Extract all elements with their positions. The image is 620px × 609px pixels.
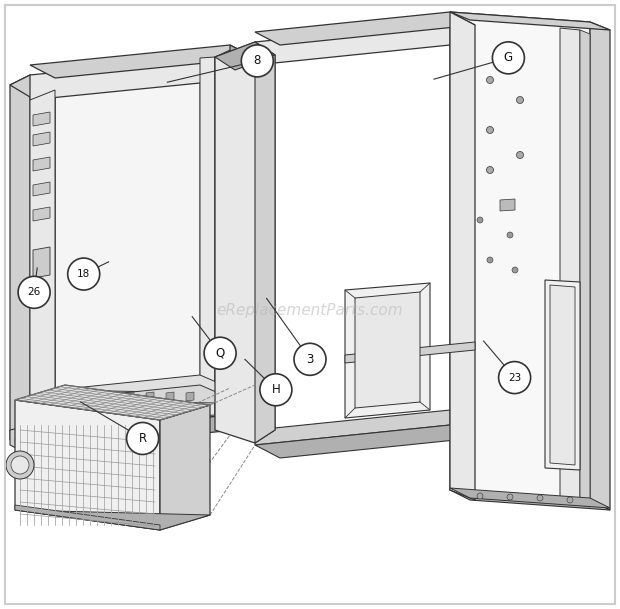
- Polygon shape: [10, 75, 30, 440]
- Circle shape: [32, 437, 38, 443]
- Circle shape: [487, 166, 494, 174]
- Circle shape: [241, 45, 273, 77]
- Circle shape: [294, 343, 326, 375]
- Polygon shape: [345, 283, 430, 418]
- Circle shape: [487, 77, 494, 83]
- Circle shape: [204, 337, 236, 369]
- Polygon shape: [545, 280, 580, 470]
- Circle shape: [6, 451, 34, 479]
- Polygon shape: [160, 405, 210, 530]
- Polygon shape: [33, 182, 50, 196]
- Text: H: H: [272, 383, 280, 396]
- Polygon shape: [560, 28, 580, 505]
- Polygon shape: [255, 12, 475, 45]
- Polygon shape: [126, 392, 134, 401]
- Polygon shape: [66, 392, 74, 401]
- Circle shape: [260, 374, 292, 406]
- Text: 26: 26: [27, 287, 41, 297]
- Polygon shape: [146, 392, 154, 401]
- Circle shape: [126, 423, 159, 454]
- Circle shape: [516, 96, 523, 104]
- Polygon shape: [550, 285, 575, 465]
- Polygon shape: [30, 45, 255, 78]
- Text: 8: 8: [254, 54, 261, 68]
- Polygon shape: [450, 12, 590, 500]
- Circle shape: [567, 497, 573, 503]
- Polygon shape: [33, 207, 50, 221]
- Polygon shape: [15, 505, 160, 530]
- Circle shape: [498, 362, 531, 393]
- Circle shape: [512, 267, 518, 273]
- Circle shape: [516, 152, 523, 158]
- Polygon shape: [30, 415, 255, 448]
- Text: eReplacementParts.com: eReplacementParts.com: [216, 303, 404, 317]
- Polygon shape: [33, 112, 50, 126]
- Polygon shape: [10, 75, 55, 100]
- Polygon shape: [15, 510, 210, 530]
- Polygon shape: [86, 392, 94, 401]
- Circle shape: [11, 456, 29, 474]
- Circle shape: [487, 257, 493, 263]
- Polygon shape: [215, 42, 275, 70]
- Polygon shape: [345, 342, 475, 363]
- Polygon shape: [200, 57, 215, 416]
- Polygon shape: [500, 199, 515, 211]
- Circle shape: [68, 258, 100, 290]
- Polygon shape: [30, 400, 230, 435]
- Polygon shape: [33, 132, 50, 146]
- Circle shape: [507, 232, 513, 238]
- Polygon shape: [166, 392, 174, 401]
- Polygon shape: [215, 42, 275, 443]
- Polygon shape: [55, 75, 200, 445]
- Polygon shape: [186, 392, 194, 401]
- Polygon shape: [580, 30, 590, 507]
- Polygon shape: [255, 42, 275, 443]
- Polygon shape: [33, 157, 50, 171]
- Circle shape: [477, 217, 483, 223]
- Polygon shape: [255, 410, 450, 445]
- Polygon shape: [55, 375, 230, 393]
- Polygon shape: [590, 22, 610, 510]
- Polygon shape: [30, 75, 55, 445]
- Polygon shape: [230, 45, 255, 83]
- Polygon shape: [10, 420, 55, 455]
- Polygon shape: [55, 385, 230, 403]
- Polygon shape: [450, 12, 475, 500]
- Circle shape: [487, 127, 494, 133]
- Polygon shape: [30, 55, 230, 100]
- Polygon shape: [255, 425, 475, 458]
- Text: G: G: [504, 51, 513, 65]
- Circle shape: [492, 42, 525, 74]
- Circle shape: [15, 437, 21, 443]
- Circle shape: [18, 276, 50, 308]
- Polygon shape: [106, 392, 114, 401]
- Text: Q: Q: [216, 347, 224, 360]
- Text: 3: 3: [306, 353, 314, 366]
- Circle shape: [507, 494, 513, 500]
- Polygon shape: [30, 90, 55, 445]
- Polygon shape: [355, 292, 420, 408]
- Polygon shape: [33, 247, 50, 278]
- Polygon shape: [450, 490, 610, 510]
- Polygon shape: [215, 50, 230, 415]
- Circle shape: [477, 493, 483, 499]
- Text: R: R: [138, 432, 147, 445]
- Polygon shape: [15, 400, 160, 530]
- Polygon shape: [15, 385, 210, 420]
- Polygon shape: [255, 22, 450, 65]
- Polygon shape: [450, 12, 610, 30]
- Text: 23: 23: [508, 373, 521, 382]
- Text: 18: 18: [77, 269, 91, 279]
- Circle shape: [537, 495, 543, 501]
- Polygon shape: [450, 488, 610, 508]
- Circle shape: [45, 437, 51, 443]
